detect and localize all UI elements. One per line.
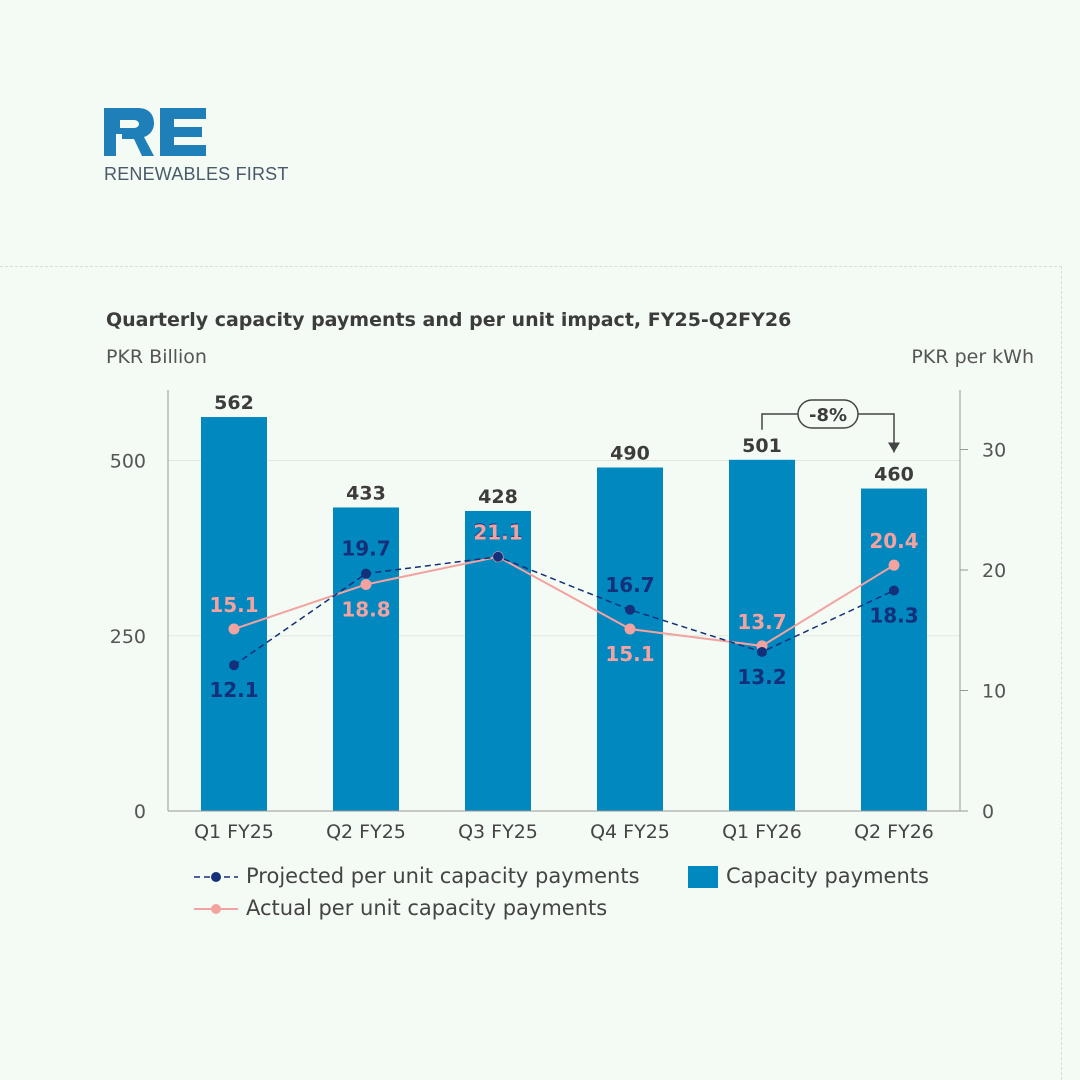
actual-value-label: 21.1 [473,521,522,545]
bar [597,467,663,811]
projected-point [493,551,503,562]
left-tick-label: 250 [110,626,146,648]
projected-value-label: 16.7 [605,573,654,597]
legend-actual-label: Actual per unit capacity payments [246,896,608,920]
bar [201,417,267,811]
left-tick-label: 500 [110,451,146,473]
category-label: Q1 FY26 [722,821,802,843]
change-annotation: -8% [761,399,900,453]
actual-point [888,559,900,571]
legend-actual: Actual per unit capacity payments [194,896,607,920]
legend-projected-swatch [194,872,238,882]
projected-value-label: 21.1 [473,520,522,544]
legend-actual-swatch [194,904,238,914]
actual-value-label: 13.7 [737,610,786,634]
re-logo-icon [104,108,206,156]
actual-value-label: 20.4 [869,529,918,553]
actual-point [228,623,240,635]
projected-value-label: 18.3 [869,603,918,627]
annotation-label: -8% [809,405,847,426]
bar-value-label: 562 [214,392,254,414]
axes: 0 250 500 0 10 20 30 Q1 FY25 Q2 FY25 Q3 FY25 Q4 FY… [110,390,1006,843]
legend-capacity-label: Capacity payments [726,864,929,888]
legend-capacity-swatch [688,866,718,888]
right-tick-label: 30 [982,440,1006,462]
actual-point [360,578,372,590]
annotation-pill [797,399,859,429]
legend-projected: Projected per unit capacity payments [194,864,640,888]
projected-point [361,568,371,579]
projected-value-label: 19.7 [341,537,390,561]
bar [333,507,399,811]
right-axis-label: PKR per kWh [911,346,1034,368]
projected-point [889,585,899,596]
bar [861,488,927,811]
legend-capacity: Capacity payments [688,864,929,888]
actual-value-label: 15.1 [209,593,258,617]
bar-value-label: 428 [478,486,518,508]
actual-value-label: 18.8 [341,597,390,621]
bar [729,459,795,811]
category-label: Q4 FY25 [590,821,670,843]
left-tick-label: 0 [134,801,146,823]
right-tick-label: 0 [982,801,994,823]
projected-value-label: 13.2 [737,665,786,689]
line-series [228,551,900,671]
right-tick-label: 10 [982,681,1006,703]
actual-value-label: 15.1 [605,642,654,666]
category-label: Q2 FY26 [854,821,934,843]
chart-panel [0,266,1062,1080]
chart-title: Quarterly capacity payments and per unit… [106,309,792,331]
projected-line [233,555,895,666]
category-label: Q2 FY25 [326,821,406,843]
bar-value-label: 433 [346,482,386,504]
projected-value-label: 12.1 [209,678,258,702]
projected-point [229,660,239,671]
projected-point [625,604,635,615]
right-tick-label: 20 [982,560,1006,582]
data-labels: 562 433 428 490 501 460 12.1 19.7 21.1 16.7 13.2 18… [209,392,918,702]
arrow-down-icon [888,442,900,453]
brand-logo [104,108,208,164]
projected-point [757,646,767,657]
category-label: Q1 FY25 [194,821,274,843]
legend-projected-label: Projected per unit capacity payments [246,864,640,888]
brand-name: RENEWABLES FIRST [104,164,289,184]
bar-value-label: 501 [742,435,782,457]
bar-series [201,417,927,811]
gridlines [168,460,960,637]
actual-line [233,555,895,647]
left-axis-label: PKR Billion [106,346,207,368]
category-label: Q3 FY25 [458,821,538,843]
bar-value-label: 460 [874,464,914,486]
actual-point [624,623,636,635]
bar-value-label: 490 [610,443,650,465]
